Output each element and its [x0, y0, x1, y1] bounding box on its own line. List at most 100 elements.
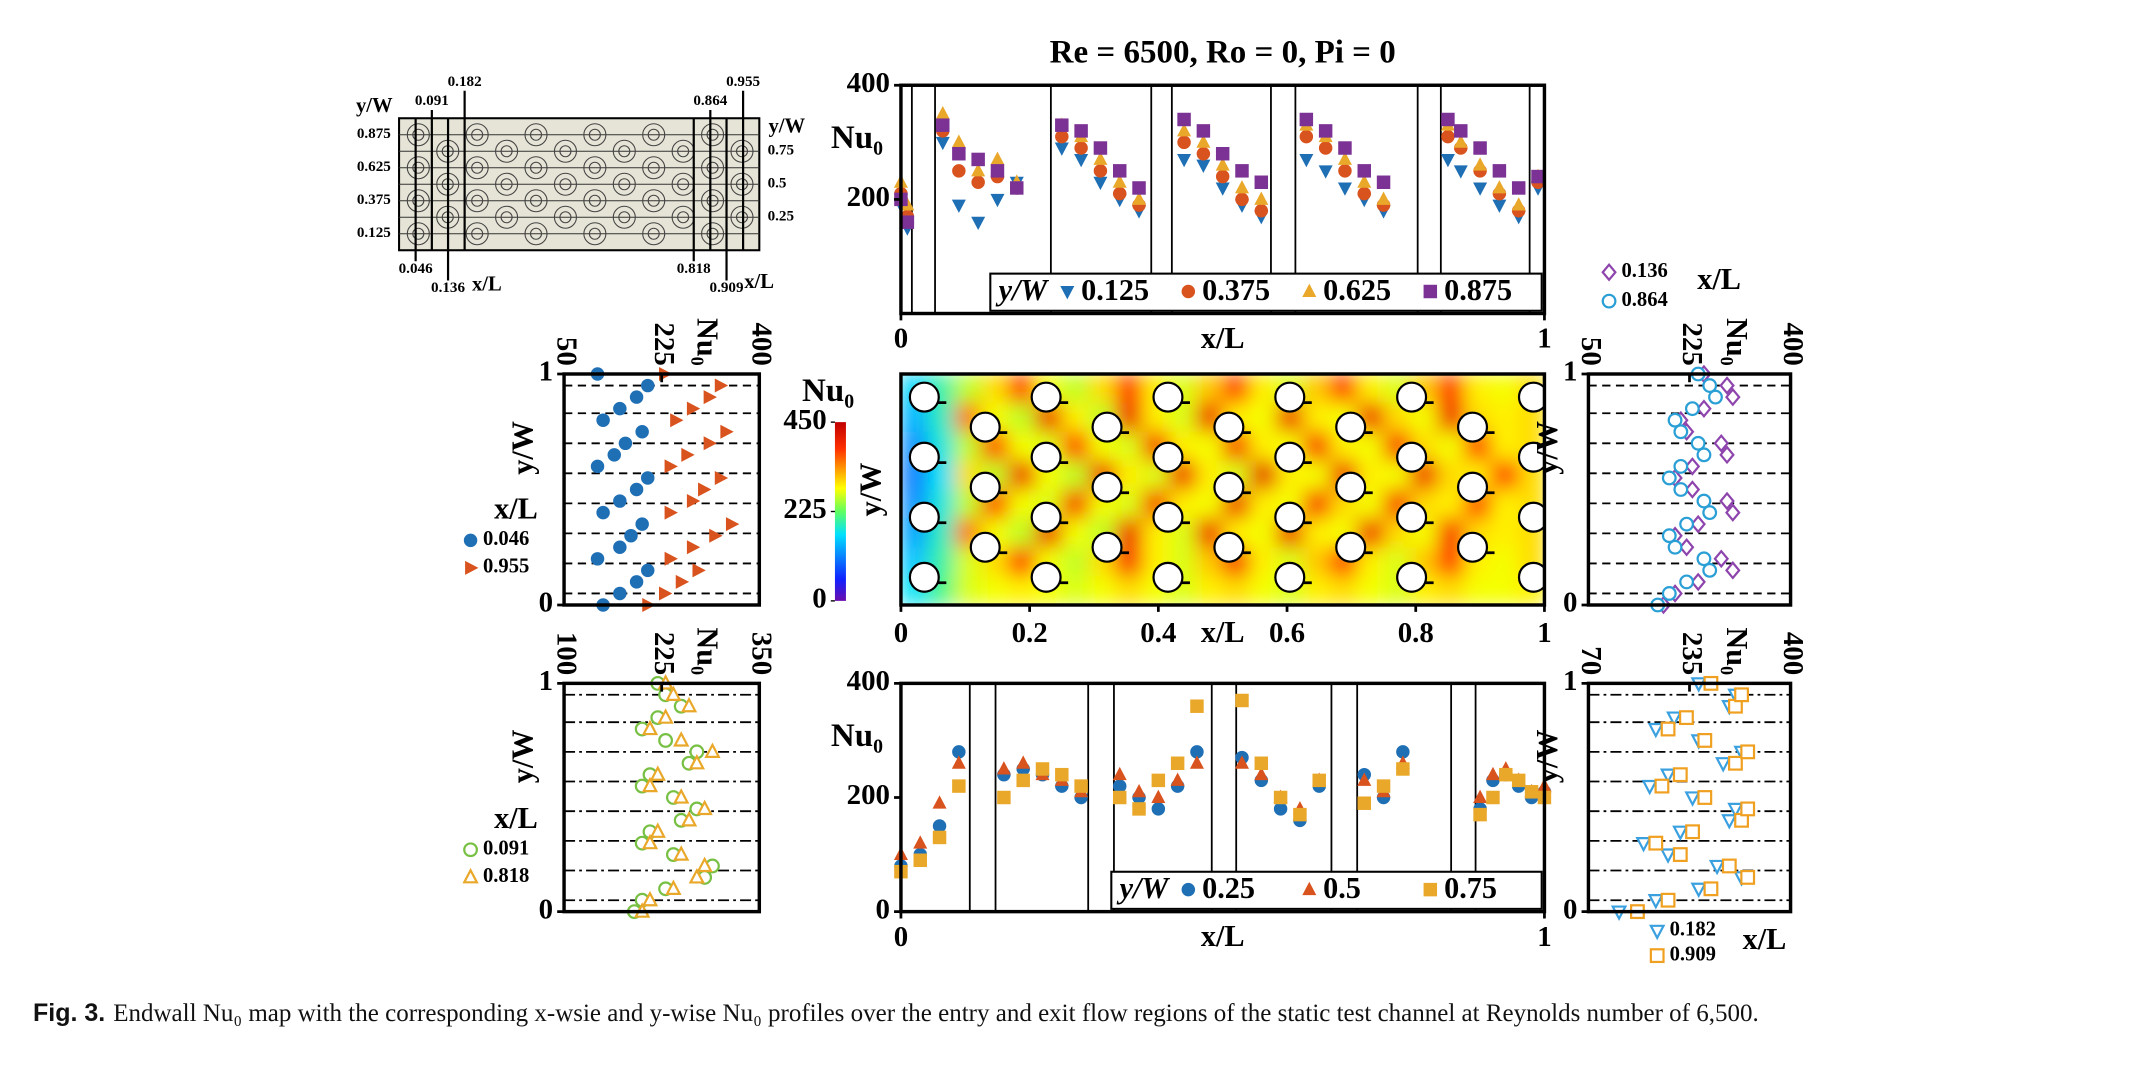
- map-cell: [1329, 374, 1358, 404]
- pin: [1517, 381, 1545, 413]
- schematic-pin: [706, 128, 719, 141]
- marker: [932, 830, 947, 845]
- caption: Fig. 3. Endwall Nu₀ map with the correspo…: [33, 995, 2123, 1032]
- marker: [1235, 693, 1249, 708]
- marker: [1659, 768, 1677, 784]
- map-cell: [1195, 576, 1224, 605]
- marker: [1672, 847, 1688, 862]
- marker: [1093, 151, 1108, 165]
- marker: [1254, 756, 1269, 770]
- marker: [1679, 710, 1694, 726]
- marker: [1357, 164, 1371, 178]
- schematic-pin-ring: [701, 156, 725, 180]
- marker: [1299, 129, 1314, 144]
- legend-label: 0.818: [483, 865, 529, 887]
- marker: [1318, 124, 1333, 138]
- schematic-x-title: x/L: [472, 274, 502, 296]
- pin: [908, 441, 940, 473]
- x-tick-label: 400: [746, 322, 778, 365]
- legend-label: 0.5: [1323, 871, 1361, 905]
- pin: [969, 411, 1001, 443]
- marker: [649, 765, 666, 781]
- marker: [951, 199, 966, 213]
- marker: [659, 586, 673, 601]
- schematic-pin-ring: [730, 139, 754, 163]
- marker: [1647, 722, 1664, 739]
- pin: [1152, 561, 1184, 593]
- schematic-pin: [500, 178, 513, 191]
- marker: [1740, 801, 1756, 817]
- marker: [1254, 204, 1269, 218]
- pin: [908, 561, 940, 593]
- marker: [1453, 134, 1468, 148]
- marker: [1177, 123, 1192, 137]
- marker: [1170, 772, 1185, 786]
- y-axis-label: y/W: [853, 463, 887, 517]
- marker: [613, 401, 627, 416]
- map-cell: [1303, 576, 1331, 605]
- marker: [990, 193, 1005, 208]
- marker: [1093, 141, 1108, 155]
- schematic-pin: [677, 145, 690, 158]
- schematic-pin-ring: [495, 139, 519, 163]
- map-cell: [1008, 460, 1036, 491]
- marker: [1661, 470, 1677, 486]
- schematic-pin: [677, 178, 690, 191]
- marker: [1454, 124, 1468, 138]
- marker: [1648, 835, 1664, 851]
- pin: [1152, 441, 1184, 473]
- marker: [657, 708, 674, 724]
- legend-marker: [462, 867, 479, 884]
- marker: [1703, 881, 1719, 897]
- schematic-pin: [706, 227, 719, 240]
- marker: [1055, 118, 1069, 132]
- marker: [1453, 165, 1468, 179]
- legend-box: [989, 272, 1543, 312]
- map-cell: [1008, 402, 1036, 433]
- schematic-x-title: x/L: [744, 271, 774, 293]
- legend-label: 0.955: [483, 556, 529, 578]
- pin: [1396, 501, 1428, 533]
- marker: [680, 811, 698, 827]
- marker: [1337, 151, 1352, 165]
- y-tick-label: 400: [847, 67, 890, 99]
- schematic-pin: [706, 194, 719, 207]
- map-cell: [1464, 374, 1492, 404]
- x-axis-label: x/L: [1201, 919, 1245, 953]
- marker: [686, 540, 701, 555]
- schematic-x-label: 0.136: [431, 280, 465, 296]
- marker: [1697, 733, 1713, 748]
- marker: [1035, 762, 1050, 776]
- marker: [1273, 802, 1288, 816]
- marker: [673, 845, 690, 861]
- schematic-pin-ring: [612, 172, 636, 196]
- marker: [641, 471, 655, 485]
- map-cell: [1008, 547, 1036, 577]
- schematic-pin-ring: [642, 189, 666, 213]
- marker: [1299, 153, 1314, 168]
- schematic-pin-ring: [642, 123, 666, 147]
- map-cell: [1490, 460, 1519, 491]
- marker: [971, 163, 986, 177]
- map-cell: [1061, 576, 1090, 605]
- marker: [913, 853, 927, 868]
- marker: [1679, 516, 1695, 532]
- marker: [686, 401, 701, 416]
- marker: [1132, 191, 1147, 205]
- legend-label: 0.046: [483, 528, 529, 550]
- marker: [1396, 762, 1410, 776]
- x-tick-label: 400: [1777, 322, 1809, 365]
- schematic-pin-ring: [583, 123, 607, 147]
- marker: [1196, 159, 1211, 173]
- schematic-pin-ring: [583, 222, 607, 246]
- colorbar-tick-label: 450: [783, 404, 826, 436]
- legend-label: 0.125: [1081, 273, 1149, 307]
- schematic-pin-ring: [465, 189, 489, 213]
- marker: [1661, 586, 1677, 601]
- schematic-pin: [588, 194, 601, 207]
- marker: [990, 164, 1005, 178]
- marker: [629, 390, 644, 404]
- marker: [900, 215, 915, 229]
- marker: [1254, 766, 1269, 781]
- schematic-pin: [647, 161, 660, 174]
